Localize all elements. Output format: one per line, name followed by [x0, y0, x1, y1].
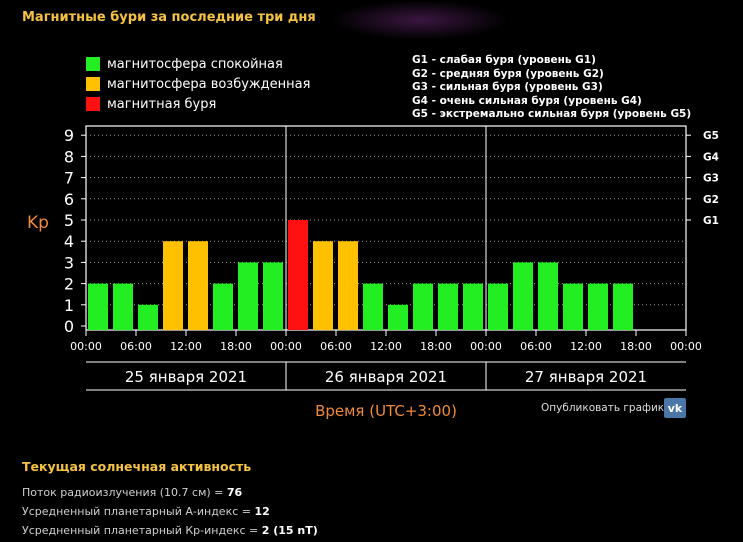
kp-bar: [88, 283, 108, 330]
legend-swatch-active: [86, 77, 100, 91]
kp-bar: [113, 283, 133, 330]
kp-bar: [613, 283, 633, 330]
x-axis-label: Время (UTC+3:00): [315, 402, 457, 420]
x-tick-label: 18:00: [420, 340, 452, 353]
y-tick-label: 3: [64, 253, 74, 272]
g-tick-label: G5: [703, 130, 719, 142]
g-tick-label: G4: [703, 151, 719, 163]
legend-label-storm: магнитная буря: [107, 96, 217, 112]
g-tick-label: G2: [703, 194, 719, 206]
y-tick-label: 5: [64, 211, 74, 230]
page-title: Магнитные бури за последние три дня: [22, 10, 316, 25]
legend-label-quiet: магнитосфера спокойная: [107, 56, 283, 72]
x-tick-label: 06:00: [520, 340, 552, 353]
radio-flux-line: Поток радиоизлучения (10.7 см) = 76: [22, 486, 242, 499]
solar-activity-title: Текущая солнечная активность: [22, 459, 252, 474]
x-tick-label: 18:00: [220, 340, 252, 353]
a-index-label: Усредненный планетарный А-индекс =: [22, 505, 255, 518]
kp-bar: [288, 220, 308, 330]
kp-index-value: 2 (15 nT): [261, 524, 318, 537]
g-level-5: G5 - экстремально сильная буря (уровень …: [412, 108, 692, 120]
g-level-1: G1 - слабая буря (уровень G1): [412, 54, 596, 66]
x-tick-label: 00:00: [270, 340, 302, 353]
x-tick-label: 12:00: [370, 340, 402, 353]
y-tick-label: 2: [64, 275, 74, 294]
g-level-4: G4 - очень сильная буря (уровень G4): [412, 94, 642, 107]
g-level-3: G3 - сильная буря (уровень G3): [412, 81, 603, 93]
y-tick-label: 8: [64, 147, 74, 166]
kp-bar: [238, 262, 258, 330]
day-label: 27 января 2021: [525, 368, 647, 386]
background-glow: [330, 0, 510, 40]
x-tick-label: 12:00: [570, 340, 602, 353]
g-tick-label: G3: [703, 173, 719, 185]
kp-bar: [563, 283, 583, 330]
kp-bar: [163, 241, 183, 330]
x-tick-label: 00:00: [670, 340, 702, 353]
publish-label: Опубликовать график:: [541, 402, 668, 414]
y-tick-label: 7: [64, 169, 74, 188]
x-tick-label: 18:00: [620, 340, 652, 353]
kp-chart: 0 1 2 3 4 5 6 7 8 9 G1 G2 G3 G4 G5 Kp 00:00 06:00 12:00 18:…: [27, 125, 719, 420]
kp-bar: [413, 283, 433, 330]
day-label: 26 января 2021: [325, 368, 447, 386]
legend-swatch-storm: [86, 97, 100, 111]
a-index-line: Усредненный планетарный А-индекс = 12: [22, 505, 270, 518]
legend-label-active: магнитосфера возбужденная: [107, 76, 311, 92]
legend-item-storm: магнитная буря: [86, 96, 216, 112]
kp-bar: [388, 304, 408, 330]
x-tick-label: 06:00: [120, 340, 152, 353]
kp-bar: [213, 283, 233, 330]
y-tick-label: 4: [64, 232, 74, 251]
kp-bar: [138, 304, 158, 330]
kp-bar: [363, 283, 383, 330]
y-tick-label: 0: [64, 317, 74, 336]
kp-bar: [463, 283, 483, 330]
g-level-list: G1 - слабая буря (уровень G1) G2 - средн…: [412, 54, 691, 122]
kp-index-label: Усредненный планетарный Кр-индекс =: [22, 524, 262, 537]
y-tick-label: 6: [64, 190, 74, 209]
kp-index-line: Усредненный планетарный Кр-индекс = 2 (1…: [22, 524, 318, 537]
y-tick-label: 9: [64, 126, 74, 145]
legend-swatch-quiet: [86, 57, 100, 71]
kp-bar: [313, 241, 333, 330]
legend-item-active: магнитосфера возбужденная: [86, 76, 310, 92]
x-tick-label: 00:00: [70, 340, 102, 353]
g-tick-label: G1: [703, 215, 719, 227]
kp-bar: [188, 241, 208, 330]
y-tick-label: 1: [64, 296, 74, 315]
kp-bar: [513, 262, 533, 330]
kp-bar: [338, 241, 358, 330]
day-label: 25 января 2021: [125, 368, 247, 386]
a-index-value: 12: [254, 505, 270, 518]
kp-bar: [588, 283, 608, 330]
g-level-2: G2 - средняя буря (уровень G2): [412, 67, 604, 80]
x-tick-label: 00:00: [470, 340, 502, 353]
kp-bar: [488, 283, 508, 330]
radio-flux-value: 76: [226, 486, 243, 499]
kp-bar: [263, 262, 283, 330]
y-axis-label: Kp: [27, 213, 49, 233]
kp-bar: [438, 283, 458, 330]
legend-item-quiet: магнитосфера спокойная: [86, 56, 283, 72]
vk-icon[interactable]: vk: [664, 398, 686, 418]
x-tick-label: 12:00: [170, 340, 202, 353]
radio-flux-label: Поток радиоизлучения (10.7 см) =: [22, 486, 227, 499]
x-tick-label: 06:00: [320, 340, 352, 353]
kp-bar: [538, 262, 558, 330]
